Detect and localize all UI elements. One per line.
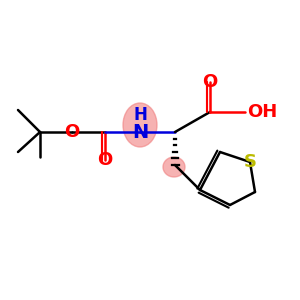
Text: H: H bbox=[133, 106, 147, 124]
Ellipse shape bbox=[163, 157, 185, 177]
Ellipse shape bbox=[123, 103, 157, 147]
Text: N: N bbox=[132, 122, 148, 142]
Text: O: O bbox=[64, 123, 80, 141]
Text: O: O bbox=[98, 151, 112, 169]
Text: OH: OH bbox=[247, 103, 277, 121]
Text: O: O bbox=[202, 73, 217, 91]
Text: S: S bbox=[244, 153, 256, 171]
